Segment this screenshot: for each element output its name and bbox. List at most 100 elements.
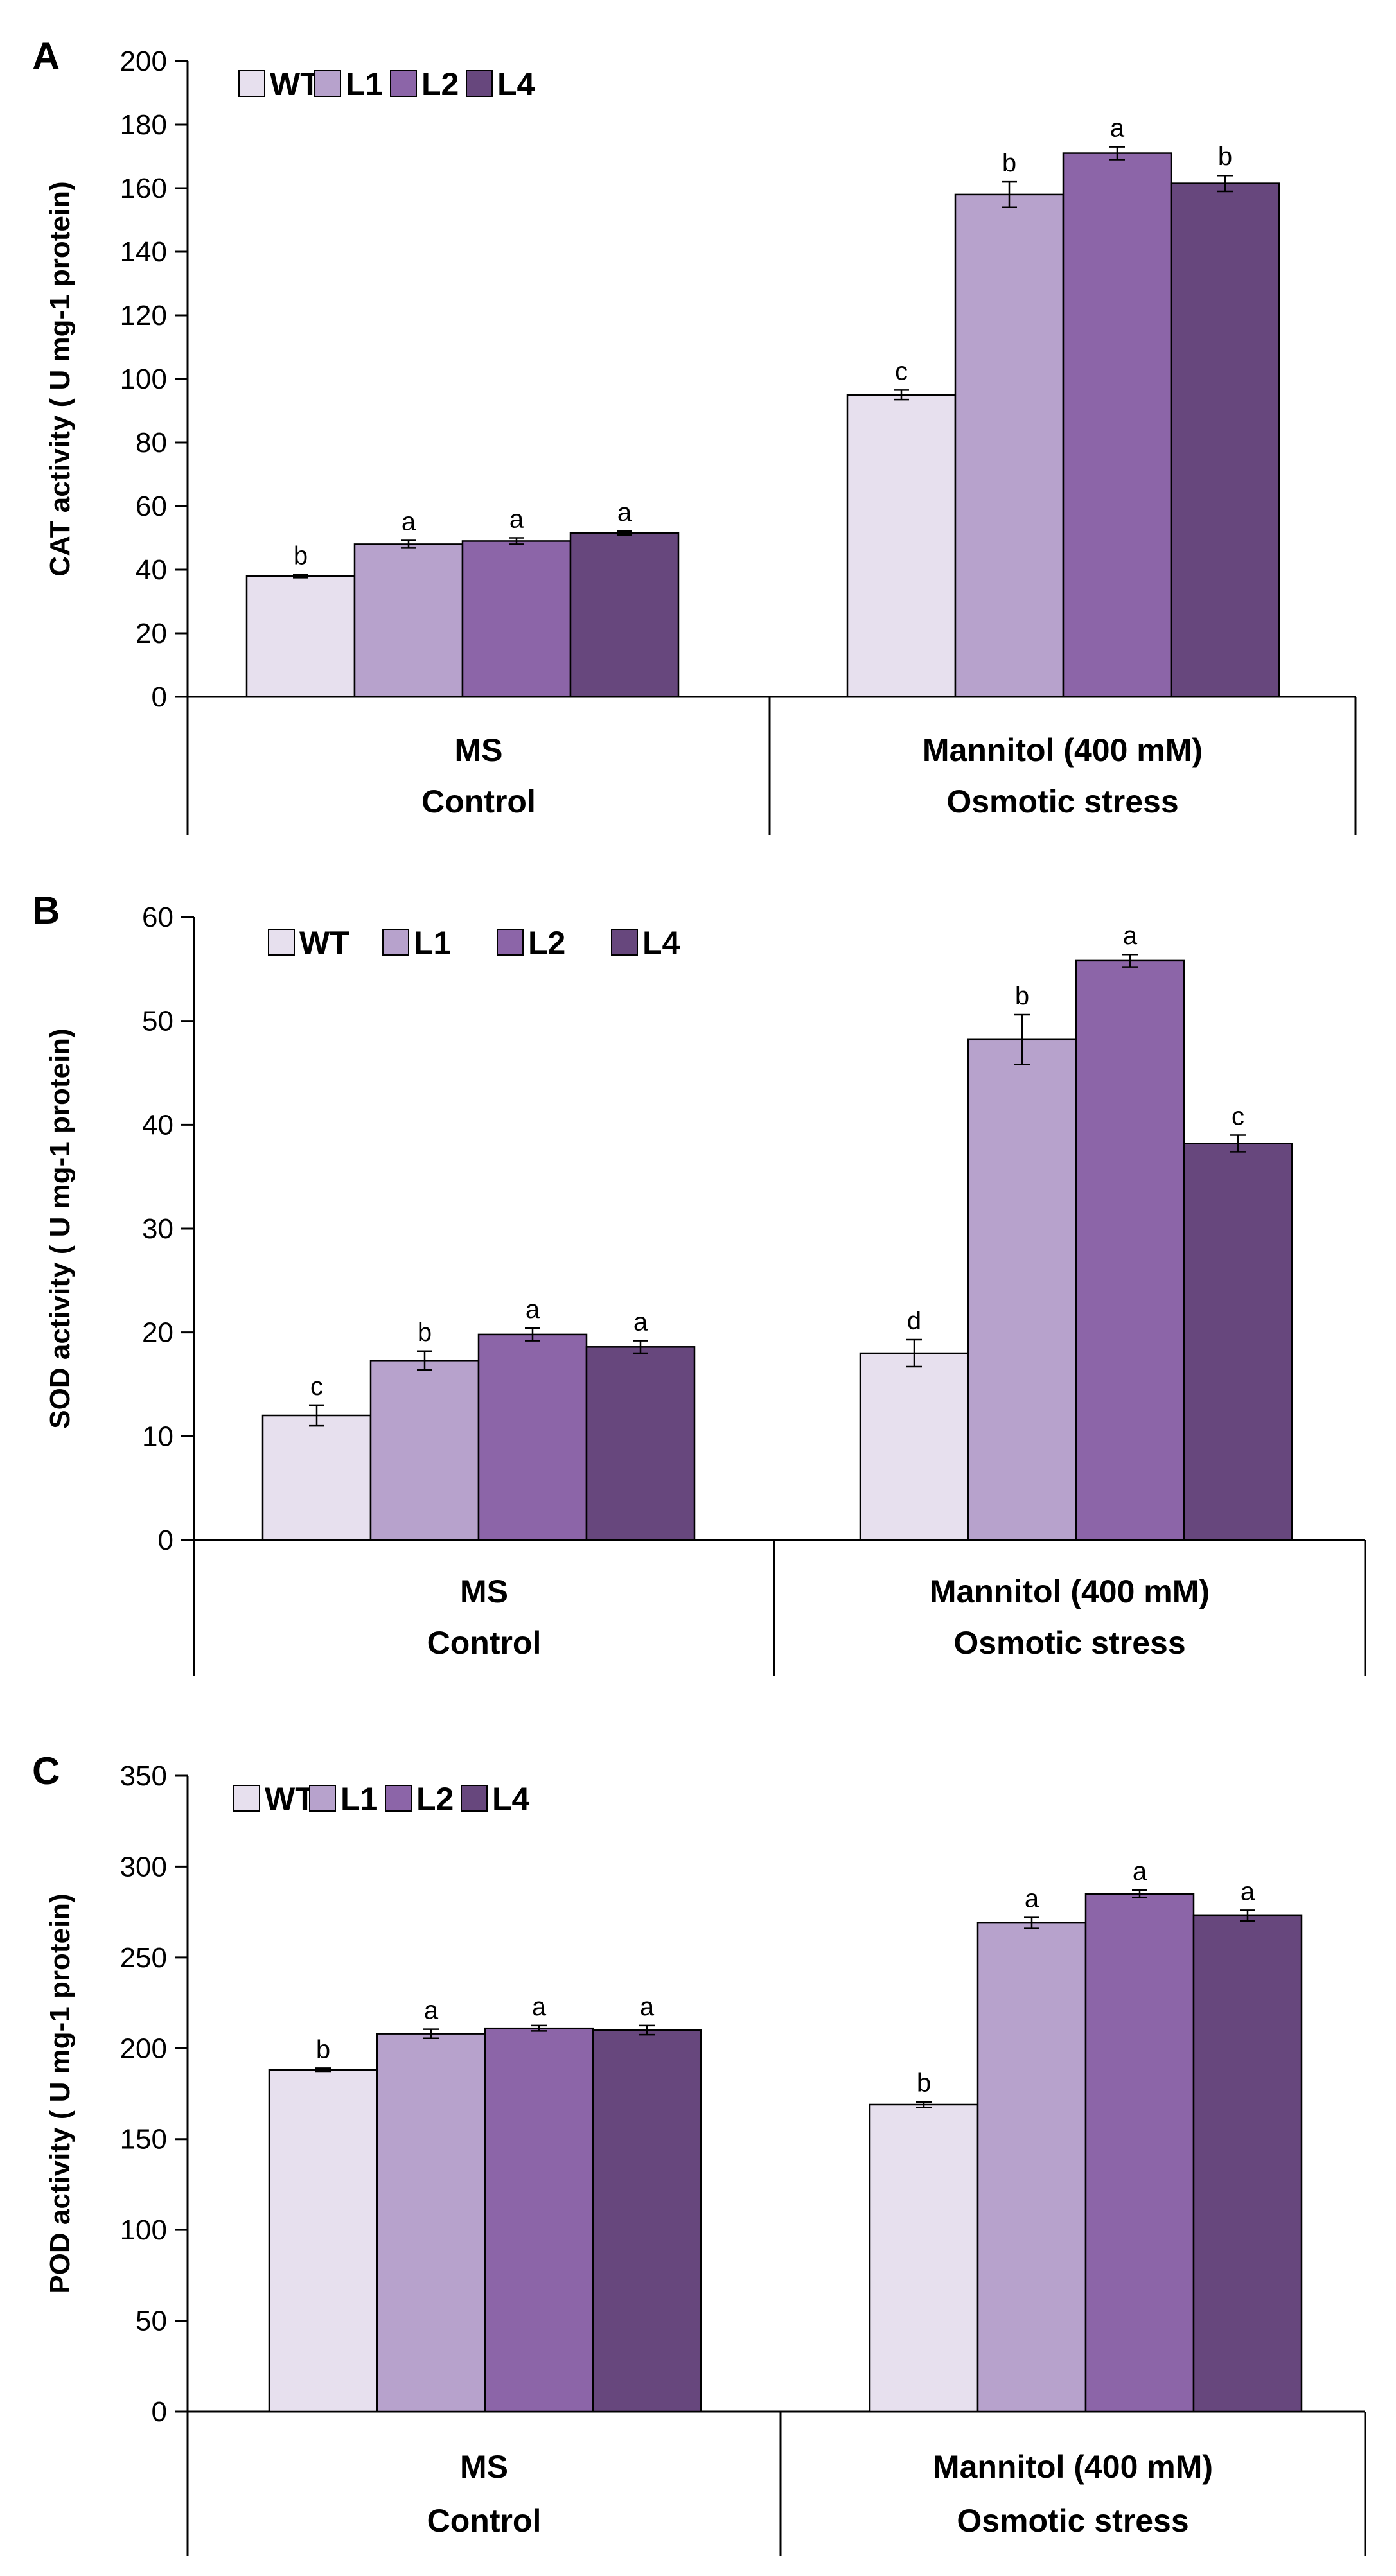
panel-a-letter: A bbox=[32, 35, 60, 78]
panel-b-treatment-label-1: Mannitol (400 mM) bbox=[930, 1573, 1210, 1609]
panel-c-ytick-label-5: 250 bbox=[120, 1942, 167, 1974]
panel-a-ylabel: CAT activity ( U mg-1 protein) bbox=[44, 181, 76, 576]
panel-a-ytick-label-9: 180 bbox=[120, 109, 167, 141]
panel-b-ytick-label-5: 50 bbox=[142, 1006, 173, 1037]
panel-c-legend-swatch-l2 bbox=[385, 1785, 412, 1812]
panel-a-bar-wt-1 bbox=[846, 394, 957, 698]
panel-c-bar-l2-0 bbox=[484, 2027, 594, 2413]
panel-b-legend-swatch-l4 bbox=[611, 929, 638, 956]
panel-b-bar-wt-1 bbox=[859, 1352, 969, 1541]
panel-b-sig-l4-1: c bbox=[1232, 1103, 1244, 1131]
panel-a-sig-l2-0: a bbox=[509, 505, 524, 534]
panel-c-bar-wt-0 bbox=[268, 2069, 378, 2413]
panel-b-treatment-label-0: MS bbox=[460, 1573, 508, 1609]
panel-a-legend-label-l1: L1 bbox=[346, 66, 383, 102]
panel-c-letter: C bbox=[32, 1749, 60, 1792]
panel-b-sig-wt-1: d bbox=[907, 1307, 921, 1335]
panel-c-legend-swatch-wt bbox=[233, 1785, 260, 1812]
panel-c-sig-l4-0: a bbox=[640, 1993, 655, 2021]
panel-a-sig-wt-0: b bbox=[294, 541, 308, 570]
panel-b-bar-wt-0 bbox=[261, 1414, 372, 1541]
panel-a-legend-label-wt: WT bbox=[270, 66, 320, 102]
panel-c-bar-l2-1 bbox=[1084, 1893, 1195, 2413]
panel-c-treatment-label-0: MS bbox=[460, 2449, 508, 2485]
panel-b-bar-l4-1 bbox=[1183, 1143, 1293, 1541]
panel-c-ytick-label-4: 200 bbox=[120, 2033, 167, 2064]
panel-a-ytick-label-10: 200 bbox=[120, 46, 167, 77]
panel-c-sig-wt-1: b bbox=[917, 2069, 931, 2098]
panel-b-ytick-label-4: 40 bbox=[142, 1109, 173, 1141]
panel-c-ylabel: POD activity ( U mg-1 protein) bbox=[44, 1893, 76, 2293]
panel-a-legend-swatch-wt bbox=[238, 70, 265, 97]
panel-b-ylabel: SOD activity ( U mg-1 protein) bbox=[44, 1028, 76, 1428]
panel-b-legend-swatch-wt bbox=[268, 929, 295, 956]
panel-c-treatment-label-1: Mannitol (400 mM) bbox=[933, 2449, 1213, 2485]
panel-c-ytick-label-0: 0 bbox=[152, 2396, 167, 2428]
panel-c-legend-swatch-l1 bbox=[309, 1785, 336, 1812]
panel-c-condition-label-1: Osmotic stress bbox=[957, 2503, 1188, 2539]
panel-a-ytick-label-1: 20 bbox=[136, 618, 167, 649]
panel-c-ytick-label-7: 350 bbox=[120, 1760, 167, 1792]
panel-b-sig-l2-0: a bbox=[526, 1295, 540, 1324]
panel-a-bar-l2-1 bbox=[1062, 152, 1172, 698]
panel-c-legend-label-l1: L1 bbox=[340, 1781, 378, 1817]
panel-b-bar-l1-1 bbox=[967, 1038, 1077, 1541]
panel-a-bar-l4-0 bbox=[569, 532, 680, 698]
panel-c-sig-l2-1: a bbox=[1133, 1857, 1147, 1886]
panel-a-legend-label-l2: L2 bbox=[421, 66, 459, 102]
panel-c-ytick-label-1: 50 bbox=[136, 2306, 167, 2337]
panel-a-ytick-label-0: 0 bbox=[152, 681, 167, 713]
panel-b-legend-label-l1: L1 bbox=[414, 925, 451, 961]
panel-a-ytick-label-7: 140 bbox=[120, 236, 167, 268]
panel-a-ytick-label-4: 80 bbox=[136, 427, 167, 459]
panel-a-ytick-label-8: 160 bbox=[120, 173, 167, 204]
panel-a-ytick-label-6: 120 bbox=[120, 300, 167, 331]
panel-a-ytick-label-5: 100 bbox=[120, 364, 167, 395]
panel-c-sig-l2-0: a bbox=[532, 1993, 547, 2021]
panel-a-sig-l1-0: a bbox=[402, 507, 416, 536]
panel-a-condition-label-0: Control bbox=[421, 784, 536, 819]
panel-a-treatment-label-1: Mannitol (400 mM) bbox=[923, 732, 1203, 768]
panel-c-condition-label-0: Control bbox=[427, 2503, 542, 2539]
panel-a-legend-label-l4: L4 bbox=[497, 66, 535, 102]
panel-b-sig-wt-0: c bbox=[310, 1372, 323, 1401]
panel-c-ytick-label-6: 300 bbox=[120, 1851, 167, 1882]
panel-b-sig-l4-0: a bbox=[633, 1308, 648, 1336]
panel-a-sig-l1-1: b bbox=[1002, 149, 1016, 177]
panel-b-sig-l1-0: b bbox=[418, 1319, 432, 1347]
panel-a-sig-l4-1: b bbox=[1218, 143, 1232, 171]
panel-b-legend-label-l2: L2 bbox=[528, 925, 565, 961]
panel-a-bar-l2-0 bbox=[461, 540, 572, 698]
panel-a-ytick-label-3: 60 bbox=[136, 491, 167, 522]
panel-b-ytick-label-3: 30 bbox=[142, 1213, 173, 1245]
panel-c-ytick-label-2: 100 bbox=[120, 2214, 167, 2246]
panel-c-legend-label-l4: L4 bbox=[492, 1781, 530, 1817]
panel-b-sig-l2-1: a bbox=[1123, 922, 1138, 950]
panel-b-bar-l1-0 bbox=[369, 1360, 480, 1541]
panel-b-ytick-label-2: 20 bbox=[142, 1317, 173, 1349]
panel-b-legend-swatch-l1 bbox=[382, 929, 409, 956]
panel-b-letter: B bbox=[32, 889, 60, 932]
panel-a-legend-swatch-l1 bbox=[314, 70, 341, 97]
panel-b-ytick-label-0: 0 bbox=[158, 1525, 173, 1556]
panel-c-bar-wt-1 bbox=[869, 2103, 979, 2413]
panel-c-sig-l4-1: a bbox=[1241, 1877, 1255, 1906]
panel-c-legend-label-wt: WT bbox=[265, 1781, 315, 1817]
panel-b-legend-label-wt: WT bbox=[299, 925, 349, 961]
panel-c-legend-label-l2: L2 bbox=[416, 1781, 454, 1817]
panel-c-sig-l1-1: a bbox=[1025, 1885, 1039, 1913]
panel-a-ytick-label-2: 40 bbox=[136, 554, 167, 586]
panel-b-condition-label-0: Control bbox=[427, 1625, 542, 1661]
panel-c-bar-l1-0 bbox=[376, 2033, 486, 2413]
panel-a-sig-l4-0: a bbox=[617, 498, 632, 527]
panel-c-bar-l1-1 bbox=[976, 1922, 1087, 2413]
panel-b-sig-l1-1: b bbox=[1015, 982, 1029, 1010]
panel-b-legend-label-l4: L4 bbox=[642, 925, 680, 961]
panel-c-sig-wt-0: b bbox=[316, 2035, 330, 2063]
panel-c-bar-l4-1 bbox=[1192, 1914, 1303, 2413]
panel-b-bar-l4-0 bbox=[585, 1346, 696, 1541]
panel-c-bar-l4-0 bbox=[592, 2029, 702, 2413]
panel-a-treatment-label-0: MS bbox=[455, 732, 503, 768]
panel-c-ytick-label-3: 150 bbox=[120, 2124, 167, 2155]
